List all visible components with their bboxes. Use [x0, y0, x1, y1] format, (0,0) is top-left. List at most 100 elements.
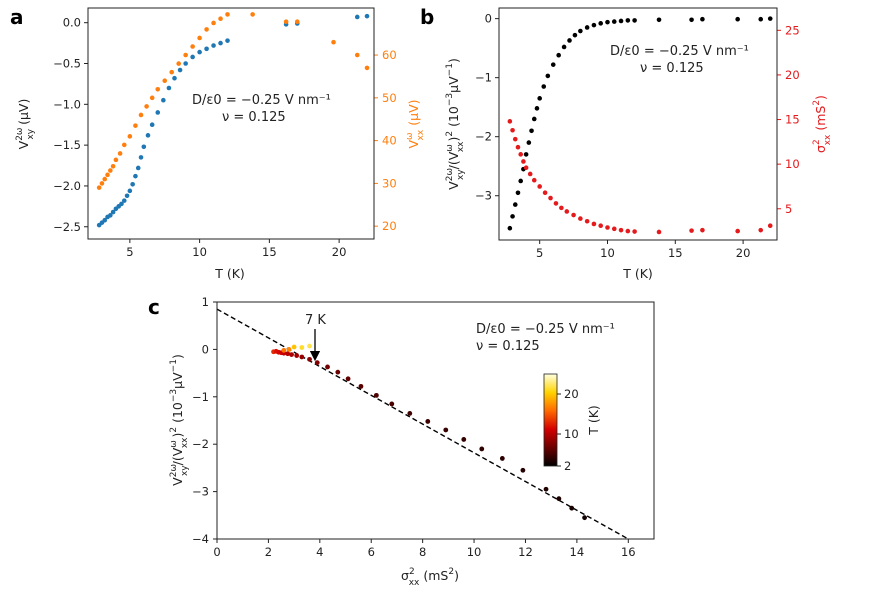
a-point-right — [127, 134, 133, 139]
a-point-left — [119, 201, 124, 207]
c-x-tick-label: 10 — [467, 545, 482, 559]
b-point-right — [523, 165, 529, 171]
b-point-left — [545, 73, 551, 79]
c-x-tick-label: 14 — [570, 545, 585, 559]
b-point-right — [507, 119, 513, 124]
b-point-right — [515, 144, 521, 150]
a-point-left — [161, 97, 166, 103]
a-point-right — [108, 168, 113, 173]
c-point — [373, 392, 379, 398]
c-point — [425, 419, 431, 424]
a-point-left — [108, 213, 113, 218]
b-point-left — [556, 52, 561, 58]
b-point-left — [611, 19, 617, 24]
b-point-left — [578, 28, 583, 34]
c-x-tick-label: 4 — [316, 545, 323, 559]
b-point-left — [512, 202, 518, 207]
a-point-right — [218, 16, 223, 21]
b-point-left — [767, 16, 773, 21]
colorbar-ticks: 20 10 2 — [557, 387, 579, 473]
c-point — [294, 353, 300, 358]
b-point-left — [567, 38, 572, 43]
b-point-left — [625, 18, 631, 23]
panel-b-marks — [507, 16, 773, 235]
panel-c-annotation-line2: ν = 0.125 — [476, 339, 540, 354]
b-point-right — [512, 136, 518, 142]
b-point-left — [507, 225, 513, 231]
a-x-tick-label: 5 — [126, 245, 133, 259]
b-point-right — [578, 216, 583, 221]
a-point-right — [294, 19, 300, 24]
b-y-tick-label-right: 5 — [785, 202, 792, 216]
a-y-tick-label-right: 30 — [382, 176, 397, 190]
panel-a-marks — [96, 12, 370, 228]
c-point — [569, 505, 575, 511]
a-point-left — [211, 43, 216, 48]
panel-b: 5 10 15 20 0 −1 −2 −3 5 10 15 20 25 T (K) V2ωxy/(V… — [445, 7, 833, 281]
a-point-left — [204, 46, 209, 52]
c-point — [307, 343, 312, 349]
a-x-tick-label: 10 — [192, 245, 207, 259]
c-x-tick-label: 2 — [265, 545, 272, 559]
a-point-right — [149, 95, 155, 101]
c-point — [325, 364, 330, 370]
a-x-tick-label: 20 — [332, 245, 347, 259]
a-point-left — [364, 13, 370, 19]
b-point-left — [541, 84, 547, 89]
panel-b-label: b — [420, 5, 434, 29]
b-point-right — [611, 226, 617, 232]
b-point-right — [548, 195, 553, 201]
b-point-left — [531, 116, 537, 122]
b-x-tick-label: 15 — [668, 246, 683, 260]
a-point-right — [250, 12, 255, 17]
c-point — [291, 344, 297, 350]
a-point-left — [135, 165, 141, 171]
a-point-left — [138, 155, 144, 160]
a-point-right — [99, 181, 105, 186]
a-point-right — [96, 185, 102, 190]
b-point-right — [618, 227, 624, 233]
b-point-left — [689, 17, 694, 23]
b-y-tick-label-left: −2 — [475, 130, 492, 144]
b-point-right — [735, 228, 740, 234]
b-point-right — [564, 209, 570, 214]
c-point — [543, 486, 549, 492]
b-y-tick-label-right: 10 — [785, 157, 800, 171]
b-point-left — [526, 140, 532, 145]
a-y-tick-label-right: 20 — [382, 219, 397, 233]
b-point-left — [758, 16, 764, 22]
panel-a-annotation-line2: ν = 0.125 — [222, 110, 286, 125]
panel-c-arrow-label: 7 K — [305, 313, 326, 328]
c-point — [499, 456, 505, 461]
a-point-right — [144, 104, 149, 109]
a-point-left — [121, 198, 127, 203]
a-point-left — [127, 188, 133, 194]
b-point-left — [591, 22, 597, 28]
a-y-tick-label-right: 60 — [382, 48, 397, 62]
a-point-right — [169, 69, 175, 75]
b-y-tick-label-right: 15 — [785, 113, 800, 127]
b-point-left — [515, 190, 521, 196]
a-point-left — [190, 54, 195, 60]
b-point-left — [572, 32, 578, 38]
a-point-right — [155, 86, 161, 92]
b-point-right — [559, 205, 564, 211]
b-point-left — [518, 178, 523, 184]
panel-a-xlabel: T (K) — [214, 266, 245, 281]
c-y-tick-label: −3 — [192, 485, 209, 499]
b-point-left — [537, 96, 542, 101]
colorbar-tick-label: 2 — [564, 459, 571, 473]
b-point-left — [632, 18, 637, 23]
c-point — [345, 376, 351, 382]
c-point — [335, 369, 341, 375]
panel-c-marks — [216, 308, 629, 540]
panel-a-x-ticks: 5 10 15 20 — [126, 239, 346, 259]
panel-a-y-ticks-right: 20 30 40 50 60 — [374, 48, 397, 233]
b-x-tick-label: 20 — [736, 246, 751, 260]
c-point — [289, 352, 294, 358]
a-point-left — [218, 40, 223, 46]
panel-c-xlabel: σ2 xx (mS2) — [401, 567, 459, 588]
b-point-right — [656, 229, 662, 235]
b-point-right — [510, 127, 515, 133]
b-point-left — [534, 106, 540, 111]
